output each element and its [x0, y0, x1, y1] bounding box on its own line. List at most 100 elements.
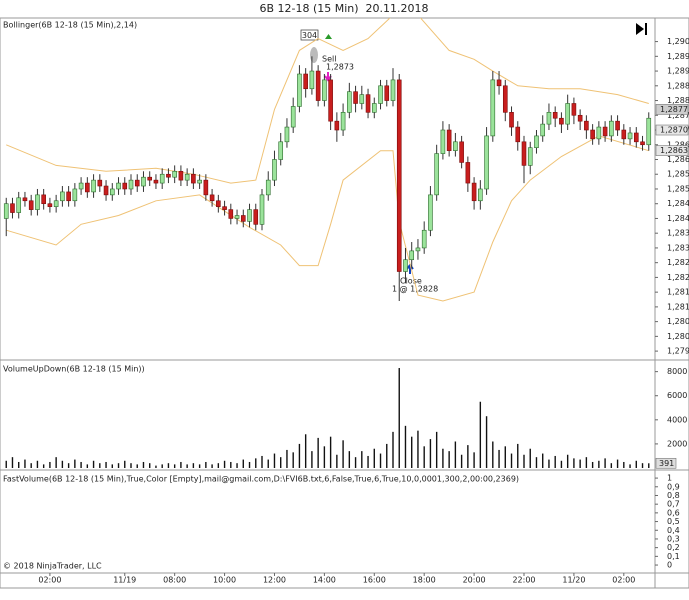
candle-body	[234, 215, 240, 219]
candle-body	[459, 141, 464, 163]
candle-body	[584, 120, 589, 131]
candle-body	[253, 209, 259, 225]
candle-body	[478, 188, 483, 202]
candle-body	[47, 203, 53, 207]
y-tick-label: 0,2	[667, 543, 680, 552]
candle-body	[41, 194, 46, 205]
x-tick-label: 16:00	[363, 576, 386, 585]
candle-body	[116, 182, 121, 190]
candle-body	[421, 229, 427, 249]
candle-body	[515, 126, 521, 143]
candle-body	[627, 132, 633, 140]
candle-body	[197, 179, 202, 184]
panel-label: Bollinger(6B 12-18 (15 Min),2,14)	[3, 21, 137, 30]
cursor-marker	[310, 47, 318, 63]
y-tick-label: 1	[667, 474, 672, 483]
volume-marker	[655, 457, 677, 469]
y-tick-label: 1,2805	[667, 317, 689, 326]
candle-body	[184, 173, 190, 181]
candle-body	[378, 85, 383, 104]
candle-body	[109, 188, 115, 196]
candle-body	[66, 191, 71, 202]
y-tick-label: 0,3	[667, 534, 680, 543]
candle-body	[309, 70, 315, 90]
y-tick-label: 1,2885	[667, 81, 689, 90]
candle-body	[409, 250, 415, 261]
price-marker	[655, 104, 689, 115]
y-tick-label: 0,6	[667, 508, 680, 517]
candle-body	[16, 197, 22, 213]
x-tick-label: 14:00	[313, 576, 336, 585]
candle-body	[565, 103, 570, 125]
y-tick-label: 1,2860	[667, 155, 689, 164]
candle-body	[446, 129, 452, 151]
candle-body	[334, 120, 340, 131]
y-tick-label: 1,2900	[667, 37, 689, 46]
panel-label: FastVolume(6B 12-18 (15 Min),True,Color …	[3, 475, 519, 484]
candle-body	[10, 203, 15, 213]
y-tick-label: 0	[667, 561, 672, 570]
candle-body	[534, 135, 539, 149]
y-tick-label: 1,2895	[667, 52, 689, 61]
candle-body	[222, 206, 227, 210]
x-tick-label: 18:00	[413, 576, 436, 585]
candle-body	[577, 114, 583, 122]
x-tick-label: 11/20	[562, 576, 585, 585]
candle-body	[178, 170, 184, 181]
candle-body	[297, 73, 302, 107]
x-tick-label: 02:00	[612, 576, 635, 585]
y-tick-label: 1,2815	[667, 288, 689, 297]
y-tick-label: 1,2880	[667, 96, 689, 105]
annotation-box	[300, 29, 319, 41]
candle-body	[72, 188, 78, 202]
price-marker-label: 1,2870	[660, 126, 688, 135]
frame	[0, 17, 689, 589]
candle-body	[347, 91, 352, 113]
candle-body	[141, 176, 146, 187]
y-tick-label: 4000	[667, 415, 687, 424]
candle-body	[596, 126, 602, 140]
candle-body	[240, 215, 246, 222]
candle-body	[502, 85, 508, 113]
candle-body	[552, 112, 558, 119]
candle-body	[384, 85, 390, 101]
x-tick-label: 02:00	[38, 576, 61, 585]
candle-body	[484, 135, 489, 190]
candle-body	[128, 179, 134, 190]
candle-body	[91, 179, 96, 193]
candle-body	[97, 179, 103, 187]
candle-body	[53, 200, 59, 207]
y-tick-label: 0,5	[667, 517, 680, 526]
candle-body	[509, 112, 514, 128]
candle-body	[496, 79, 502, 87]
candle-body	[328, 79, 333, 122]
candle-body	[209, 194, 215, 202]
candle-body	[546, 112, 552, 125]
annotation: Sell	[322, 55, 336, 64]
y-tick-label: 2000	[667, 439, 687, 448]
candle-body	[646, 117, 652, 146]
play-icon[interactable]	[636, 23, 647, 35]
candle-body	[35, 194, 40, 210]
candle-body	[147, 176, 153, 181]
candle-body	[60, 191, 65, 202]
y-tick-label: 1,2875	[667, 111, 689, 120]
candle-body	[322, 79, 327, 101]
x-tick-label: 12:00	[263, 576, 286, 585]
candle-body	[216, 200, 221, 207]
x-tick-label: 22:00	[512, 576, 535, 585]
candle-body	[284, 126, 290, 143]
x-tick-label: 11/19	[113, 576, 136, 585]
candle-body	[559, 117, 564, 125]
y-tick-label: 1,2840	[667, 214, 689, 223]
candle-body	[540, 123, 546, 137]
candle-body	[640, 141, 645, 146]
candle-body	[159, 173, 165, 184]
candle-body	[396, 79, 402, 272]
candle-body	[359, 94, 365, 104]
candle-body	[247, 209, 252, 222]
y-tick-label: 1,2820	[667, 273, 689, 282]
copyright: © 2018 NinjaTrader, LLC	[3, 562, 102, 571]
candle-body	[428, 194, 433, 231]
